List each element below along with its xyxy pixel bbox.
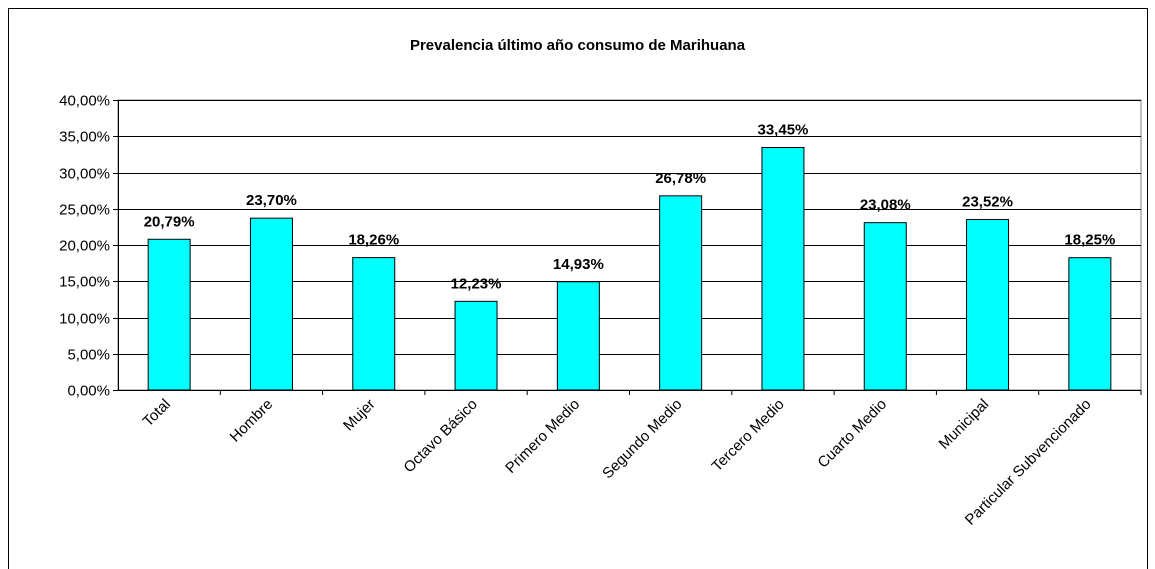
bar <box>659 195 703 391</box>
bar <box>249 217 293 391</box>
y-tick-label: 15,00% <box>59 274 110 291</box>
bar <box>761 146 805 391</box>
bar <box>454 300 498 391</box>
y-tick-label: 20,00% <box>59 238 110 255</box>
y-tick-label: 35,00% <box>59 129 110 146</box>
bar <box>863 222 907 391</box>
data-label: 20,79% <box>144 213 195 230</box>
data-label: 33,45% <box>758 121 809 138</box>
y-tick-label: 0,00% <box>67 383 110 400</box>
bar <box>147 238 191 391</box>
x-tick-label: Segundo Medio <box>599 396 685 482</box>
data-label: 12,23% <box>451 275 502 292</box>
data-label: 18,25% <box>1064 232 1115 249</box>
x-tick-label: Primero Medio <box>502 396 583 477</box>
y-tick-label: 5,00% <box>67 347 110 364</box>
x-tick-label: Mujer <box>340 396 379 435</box>
bar <box>966 218 1010 391</box>
x-tick-label: Hombre <box>227 396 277 446</box>
chart-title: Prevalencia último año consumo de Marihu… <box>409 37 746 54</box>
x-tick-label: Octavo Básico <box>400 396 480 476</box>
data-label: 18,26% <box>348 232 399 249</box>
data-label: 23,52% <box>962 193 1013 210</box>
x-tick-label: Municipal <box>936 396 993 453</box>
bar <box>352 257 396 391</box>
data-label: 26,78% <box>655 170 706 187</box>
bar <box>1068 257 1112 391</box>
x-tick-label: Total <box>140 396 174 430</box>
y-tick-label: 10,00% <box>59 311 110 328</box>
data-label: 23,08% <box>860 197 911 214</box>
x-tick-label: Cuarto Medio <box>814 396 890 472</box>
bar <box>556 281 600 391</box>
y-tick-label: 30,00% <box>59 166 110 183</box>
x-tick-label: Tercero Medio <box>709 396 788 475</box>
data-label: 14,93% <box>553 256 604 273</box>
data-label: 23,70% <box>246 192 297 209</box>
y-tick-label: 40,00% <box>59 93 110 110</box>
y-tick-label: 25,00% <box>59 202 110 219</box>
